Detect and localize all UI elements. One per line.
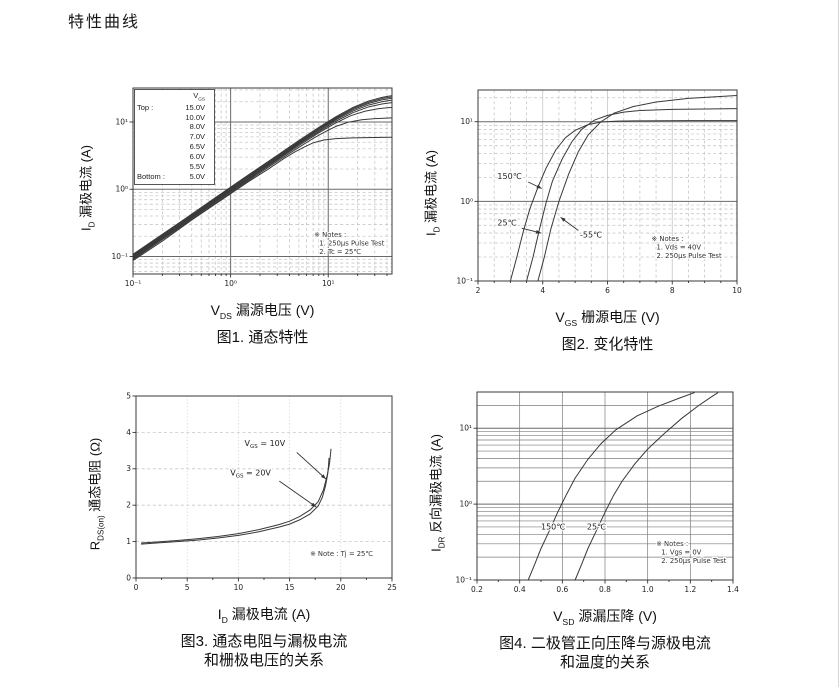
- svg-text:150℃: 150℃: [497, 172, 521, 181]
- legend-row: 8.0V: [189, 122, 205, 132]
- svg-text:1: 1: [126, 537, 131, 546]
- svg-text:10⁻¹: 10⁻¹: [456, 276, 473, 285]
- svg-text:4: 4: [126, 428, 131, 437]
- svg-text:10¹: 10¹: [322, 279, 335, 288]
- legend-row: 5.5V: [189, 161, 205, 171]
- svg-text:1.4: 1.4: [727, 585, 739, 594]
- svg-text:VGS = 10V: VGS = 10V: [245, 439, 286, 450]
- figure1-chart: 10⁻¹ 10⁰ 10¹ 10⁻¹ 10⁰ 10¹ ※ Notes :1. 250μs Pu…: [111, 87, 393, 288]
- svg-text:1. Vgs = 0V: 1. Vgs = 0V: [661, 549, 701, 557]
- figure1-caption: 图1. 通态特性: [216, 328, 309, 346]
- svg-text:8: 8: [670, 286, 675, 295]
- figure1-x-axis-label: VDS 漏源电压 (V): [210, 302, 315, 321]
- legend-row: Top :15.0V: [137, 102, 205, 112]
- legend-row: 6.5V: [189, 142, 205, 152]
- legend-row: Bottom :5.0V: [137, 171, 205, 181]
- svg-text:6: 6: [605, 286, 610, 295]
- svg-text:2: 2: [126, 501, 131, 510]
- svg-text:5: 5: [126, 391, 131, 400]
- svg-text:0.8: 0.8: [599, 585, 611, 594]
- legend-row: 10.0V: [185, 112, 205, 122]
- svg-text:10: 10: [234, 583, 244, 592]
- page-title: 特性曲线: [68, 14, 141, 31]
- svg-text:※ Notes :: ※ Notes :: [656, 540, 688, 548]
- svg-text:1. 250μs Pulse Test: 1. 250μs Pulse Test: [319, 239, 384, 247]
- figure2-chart: 2 4 6 8 10 10⁻¹ 10⁰ 10¹ 150℃ 25℃ -55℃ ※ Notes :1. V…: [456, 89, 742, 295]
- svg-text:1.2: 1.2: [684, 585, 696, 594]
- svg-text:150℃: 150℃: [541, 523, 565, 532]
- svg-text:0: 0: [134, 583, 139, 592]
- svg-text:10⁻¹: 10⁻¹: [455, 575, 472, 584]
- svg-text:2. 250μs Pulse Test: 2. 250μs Pulse Test: [661, 557, 726, 565]
- svg-text:VGS = 20V: VGS = 20V: [230, 468, 271, 479]
- figure4-caption: 图4. 二极管正向压降与源极电流 和温度的关系: [499, 634, 711, 672]
- svg-text:0.6: 0.6: [556, 585, 568, 594]
- svg-text:2. 250μs Pulse Test: 2. 250μs Pulse Test: [657, 252, 722, 260]
- figure2-caption: 图2. 变化特性: [561, 335, 654, 353]
- svg-text:20: 20: [336, 583, 346, 592]
- legend-row: 7.0V: [189, 132, 205, 142]
- svg-text:2: 2: [476, 286, 481, 295]
- figure1-y-axis-label: ID 漏极电流 (A): [78, 145, 97, 231]
- svg-text:10¹: 10¹: [115, 117, 128, 126]
- figure2-x-axis-label: VGS 栅源电压 (V): [555, 309, 660, 328]
- figure3-x-axis-label: ID 漏极电流 (A): [217, 606, 311, 625]
- svg-text:※ Notes :: ※ Notes :: [652, 235, 684, 243]
- figure3-y-axis-label: RDS(on) 通态电阻 (Ω): [87, 437, 106, 551]
- svg-text:※ Note : Tj = 25℃: ※ Note : Tj = 25℃: [310, 550, 373, 558]
- svg-text:25℃: 25℃: [587, 523, 606, 532]
- svg-text:10: 10: [732, 286, 742, 295]
- svg-text:10⁰: 10⁰: [224, 279, 237, 288]
- svg-text:10⁰: 10⁰: [459, 500, 472, 509]
- svg-text:1. Vds = 40V: 1. Vds = 40V: [657, 243, 702, 251]
- svg-text:0.2: 0.2: [471, 585, 483, 594]
- figure4-x-axis-label: VSD 源漏压降 (V): [553, 608, 657, 627]
- svg-text:10⁰: 10⁰: [115, 185, 128, 194]
- svg-text:3: 3: [126, 464, 131, 473]
- svg-text:0: 0: [126, 573, 131, 582]
- figure4-chart: 0.2 0.4 0.6 0.8 1.0 1.2 1.4 10⁻¹ 10⁰ 10¹ 150℃ 25℃ ※ …: [455, 391, 739, 594]
- figure2-y-axis-label: ID 漏极电流 (A): [423, 149, 442, 236]
- figure-4: IDR 反向漏极电流 (A) 0.2 0.4 0.6 0.8 1.0 1.2 1.4 10⁻¹…: [425, 386, 747, 673]
- svg-text:4: 4: [540, 286, 545, 295]
- figure3-chart: 0 5 10 15 20 25 0 1 2 3 4 5 VGS = 10V VGS = 20V ※ Note…: [126, 391, 397, 592]
- svg-text:10¹: 10¹: [459, 424, 472, 433]
- figure-3: RDS(on) 通态电阻 (Ω) 0 5 10 15 20 25 0 1 2 3 4 5 VGS = 1…: [84, 390, 406, 671]
- figure3-caption: 图3. 通态电阻与漏极电流 和栅极电压的关系: [180, 632, 348, 670]
- svg-text:0.4: 0.4: [514, 585, 526, 594]
- svg-text:25: 25: [387, 583, 397, 592]
- legend-row: 6.0V: [189, 152, 205, 162]
- svg-text:2. Tc = 25℃: 2. Tc = 25℃: [319, 248, 361, 256]
- figure4-y-axis-label: IDR 反向漏极电流 (A): [428, 434, 447, 552]
- svg-text:25℃: 25℃: [497, 218, 516, 227]
- figure-1: ID 漏极电流 (A) 10⁻¹ 10⁰ 10¹ 10⁻¹ 10⁰ 10¹ ※ Notes …: [75, 82, 404, 347]
- svg-text:-55℃: -55℃: [580, 231, 602, 240]
- svg-text:10⁻¹: 10⁻¹: [125, 279, 142, 288]
- svg-text:1.0: 1.0: [642, 585, 654, 594]
- figure1-legend: VGS Top :15.0V 10.0V 8.0V 7.0V 6.5V 6.0V 5.5V Bo…: [134, 89, 215, 185]
- svg-text:15: 15: [285, 583, 295, 592]
- svg-text:※ Notes :: ※ Notes :: [314, 231, 346, 239]
- legend-header: VGS: [193, 91, 205, 102]
- svg-text:5: 5: [185, 583, 190, 592]
- svg-text:10⁻¹: 10⁻¹: [111, 252, 128, 261]
- svg-text:10⁰: 10⁰: [460, 197, 473, 206]
- figure-2: ID 漏极电流 (A) 2 4 6 8 10 10⁻¹ 10⁰ 10¹ 150℃ 25℃ -55℃ ※…: [420, 84, 749, 354]
- svg-text:10¹: 10¹: [460, 117, 473, 126]
